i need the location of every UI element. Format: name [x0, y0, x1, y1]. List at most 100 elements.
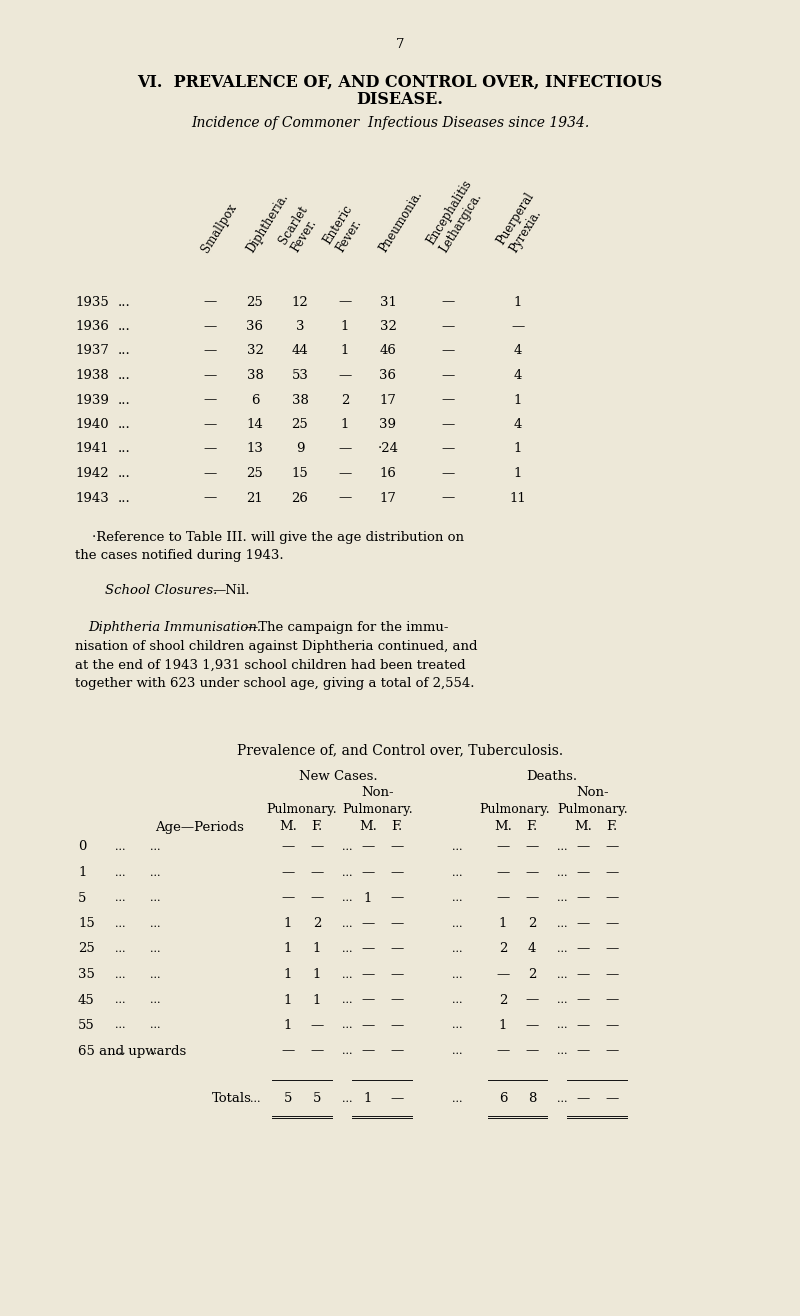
Text: Puerperal
Pyrexia.: Puerperal Pyrexia. — [494, 190, 550, 255]
Text: 1: 1 — [313, 994, 321, 1007]
Text: ...: ... — [150, 970, 161, 979]
Text: —: — — [282, 841, 294, 854]
Text: —The campaign for the immu-: —The campaign for the immu- — [245, 621, 449, 634]
Text: ...: ... — [557, 944, 567, 954]
Text: ...: ... — [452, 1094, 462, 1104]
Text: 2: 2 — [341, 393, 349, 407]
Text: —: — — [526, 841, 538, 854]
Text: —: — — [310, 1045, 324, 1058]
Text: ...: ... — [118, 418, 130, 432]
Text: 2: 2 — [313, 917, 321, 930]
Text: 1: 1 — [514, 467, 522, 480]
Text: 1940: 1940 — [75, 418, 109, 432]
Text: ...: ... — [150, 1020, 161, 1030]
Text: ...: ... — [150, 944, 161, 954]
Text: ...: ... — [118, 491, 130, 504]
Text: ...: ... — [557, 894, 567, 903]
Text: —: — — [390, 866, 404, 879]
Text: —: — — [606, 994, 618, 1007]
Text: 26: 26 — [291, 491, 309, 504]
Text: 1939: 1939 — [75, 393, 109, 407]
Text: ...: ... — [115, 1046, 126, 1055]
Text: —: — — [576, 866, 590, 879]
Text: 36: 36 — [379, 368, 397, 382]
Text: —: — — [606, 1019, 618, 1032]
Text: 1: 1 — [499, 1019, 507, 1032]
Text: —: — — [338, 368, 352, 382]
Text: M.: M. — [359, 820, 377, 833]
Text: 39: 39 — [379, 418, 397, 432]
Text: 38: 38 — [291, 393, 309, 407]
Text: ...: ... — [452, 894, 462, 903]
Text: 3: 3 — [296, 320, 304, 333]
Text: DISEASE.: DISEASE. — [357, 92, 443, 108]
Text: 1941: 1941 — [75, 442, 109, 455]
Text: —: — — [576, 841, 590, 854]
Text: F.: F. — [311, 820, 322, 833]
Text: —: — — [606, 841, 618, 854]
Text: 35: 35 — [78, 969, 95, 980]
Text: —: — — [526, 1019, 538, 1032]
Text: —: — — [606, 866, 618, 879]
Text: ...: ... — [452, 1020, 462, 1030]
Text: Scarlet
Fever.: Scarlet Fever. — [276, 204, 322, 255]
Text: ...: ... — [452, 842, 462, 851]
Text: 65 and upwards: 65 and upwards — [78, 1045, 186, 1058]
Text: 25: 25 — [246, 467, 263, 480]
Text: ...: ... — [452, 995, 462, 1005]
Text: —Nil.: —Nil. — [212, 583, 250, 596]
Text: 46: 46 — [379, 345, 397, 358]
Text: 1935: 1935 — [75, 296, 109, 308]
Text: 1: 1 — [341, 320, 349, 333]
Text: —: — — [203, 393, 217, 407]
Text: ...: ... — [115, 944, 126, 954]
Text: —: — — [511, 320, 525, 333]
Text: 5: 5 — [313, 1092, 321, 1105]
Text: ...: ... — [342, 919, 353, 929]
Text: 32: 32 — [379, 320, 397, 333]
Text: —: — — [203, 345, 217, 358]
Text: VI.  PREVALENCE OF, AND CONTROL OVER, INFECTIOUS: VI. PREVALENCE OF, AND CONTROL OVER, INF… — [138, 74, 662, 91]
Text: 44: 44 — [292, 345, 308, 358]
Text: Pulmonary.: Pulmonary. — [558, 804, 628, 816]
Text: 55: 55 — [78, 1019, 94, 1032]
Text: 32: 32 — [246, 345, 263, 358]
Text: 1: 1 — [284, 942, 292, 955]
Text: 4: 4 — [514, 345, 522, 358]
Text: 11: 11 — [510, 491, 526, 504]
Text: 5: 5 — [284, 1092, 292, 1105]
Text: —: — — [496, 841, 510, 854]
Text: —: — — [390, 841, 404, 854]
Text: 14: 14 — [246, 418, 263, 432]
Text: New Cases.: New Cases. — [298, 770, 378, 783]
Text: 21: 21 — [246, 491, 263, 504]
Text: 53: 53 — [291, 368, 309, 382]
Text: —: — — [526, 1045, 538, 1058]
Text: —: — — [203, 296, 217, 308]
Text: 1943: 1943 — [75, 491, 109, 504]
Text: —: — — [496, 866, 510, 879]
Text: ...: ... — [118, 442, 130, 455]
Text: 45: 45 — [78, 994, 94, 1007]
Text: 1: 1 — [341, 345, 349, 358]
Text: 6: 6 — [498, 1092, 507, 1105]
Text: ...: ... — [342, 842, 353, 851]
Text: School Closures.: School Closures. — [105, 583, 218, 596]
Text: Age—Periods: Age—Periods — [155, 820, 244, 833]
Text: 17: 17 — [379, 491, 397, 504]
Text: ...: ... — [250, 1094, 261, 1104]
Text: ...: ... — [342, 944, 353, 954]
Text: —: — — [442, 368, 454, 382]
Text: M.: M. — [494, 820, 512, 833]
Text: —: — — [310, 841, 324, 854]
Text: —: — — [606, 1045, 618, 1058]
Text: ...: ... — [150, 867, 161, 878]
Text: —: — — [526, 891, 538, 904]
Text: Pulmonary.: Pulmonary. — [480, 804, 550, 816]
Text: F.: F. — [606, 820, 618, 833]
Text: —: — — [203, 491, 217, 504]
Text: 7: 7 — [396, 38, 404, 51]
Text: —: — — [390, 942, 404, 955]
Text: —: — — [282, 1045, 294, 1058]
Text: —: — — [496, 891, 510, 904]
